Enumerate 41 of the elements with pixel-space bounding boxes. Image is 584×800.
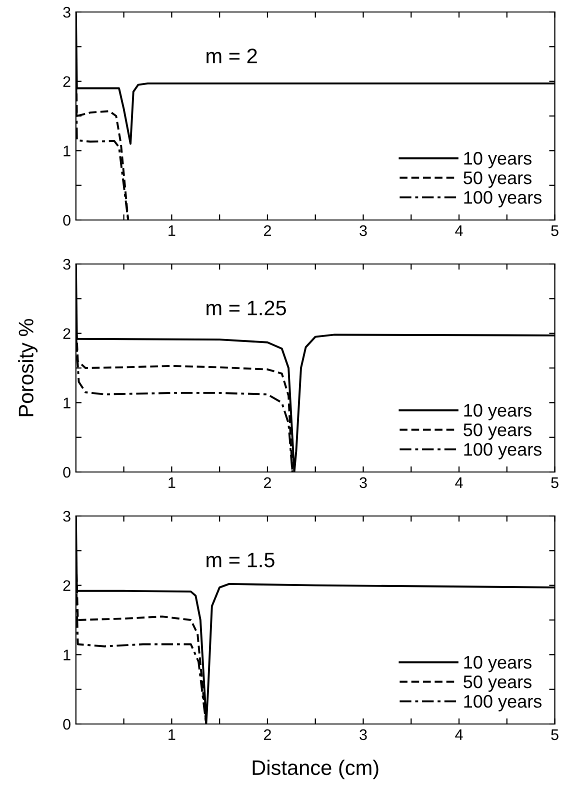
legend-label: 50 years — [464, 675, 532, 692]
x-tick-label: 5 — [551, 729, 558, 740]
x-axis-title: Distance (cm) — [252, 760, 378, 780]
y-tick-label: 3 — [63, 510, 70, 522]
x-tick-label: 2 — [264, 477, 271, 488]
y-tick-label: 2 — [63, 328, 70, 339]
legend-label: 10 years — [464, 152, 532, 168]
x-tick-label: 1 — [168, 477, 176, 488]
text: m = 1.25 — [206, 300, 286, 316]
y-tick-label: 3 — [63, 258, 70, 270]
x-tick-label: 3 — [360, 729, 367, 740]
legend-label: 50 years — [464, 171, 532, 188]
y-tick-label: 0 — [63, 718, 70, 730]
y-tick-label: 3 — [63, 6, 70, 18]
legend-label: 100 years — [464, 191, 542, 208]
legend-label: 10 years — [464, 656, 532, 672]
legend-label: 100 years — [464, 695, 542, 712]
text: m = 1.5 — [206, 552, 274, 568]
legend-label: 50 years — [464, 423, 532, 440]
x-tick-label: 1 — [168, 729, 176, 740]
x-tick-label: 4 — [455, 729, 463, 740]
y-tick-label: 1 — [64, 146, 70, 156]
text: m = 2 — [206, 48, 257, 64]
x-tick-label: 1 — [168, 225, 176, 236]
x-tick-label: 4 — [455, 477, 463, 488]
y-tick-label: 1 — [64, 650, 70, 660]
y-tick-label: 0 — [63, 466, 70, 478]
legend-label: 100 years — [464, 443, 542, 460]
y-tick-label: 1 — [64, 398, 70, 408]
x-tick-label: 2 — [264, 225, 271, 236]
y-tick-label: 2 — [63, 76, 70, 87]
y-tick-label: 0 — [63, 214, 70, 226]
y-tick-label: 2 — [63, 580, 70, 591]
x-tick-label: 2 — [264, 729, 271, 740]
y-axis-title: Porosity % — [18, 318, 38, 416]
x-tick-label: 3 — [360, 477, 367, 488]
x-tick-label: 5 — [551, 477, 558, 488]
x-tick-label: 4 — [455, 225, 463, 236]
x-tick-label: 3 — [360, 225, 367, 236]
x-tick-label: 5 — [551, 225, 558, 236]
legend-label: 10 years — [464, 404, 532, 420]
